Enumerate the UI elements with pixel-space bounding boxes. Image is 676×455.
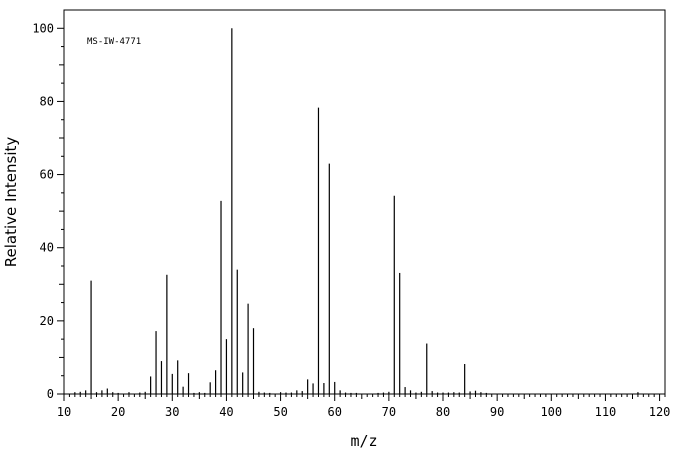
x-tick-label: 80 [436, 405, 450, 419]
plot-frame [63, 9, 666, 395]
x-tick-label: 50 [273, 405, 287, 419]
x-tick-label: 20 [111, 405, 125, 419]
x-tick-label: 40 [219, 405, 233, 419]
y-axis-ticks: 0 20 40 60 80 100 [32, 21, 64, 401]
x-tick-label: 110 [595, 405, 617, 419]
x-axis-ticks: 10 20 30 40 50 60 70 80 90 100 110 120 [57, 394, 671, 419]
x-tick-label: 10 [57, 405, 71, 419]
y-axis-title: Relative Intensity [2, 137, 20, 268]
x-tick-label: 30 [165, 405, 179, 419]
spectrum-id-annotation: MS-IW-4771 [87, 37, 141, 47]
x-axis-title: m/z [350, 432, 377, 450]
x-tick-label: 60 [327, 405, 341, 419]
spectrum-peaks [74, 28, 639, 394]
y-tick-label: 60 [40, 168, 54, 182]
x-tick-label: 120 [649, 405, 671, 419]
x-tick-label: 100 [540, 405, 562, 419]
x-tick-label: 90 [490, 405, 504, 419]
y-tick-label: 20 [40, 314, 54, 328]
x-tick-label: 70 [382, 405, 396, 419]
y-tick-label: 100 [32, 21, 54, 35]
y-tick-label: 40 [40, 241, 54, 255]
y-tick-label: 0 [47, 387, 54, 401]
y-tick-label: 80 [40, 94, 54, 108]
